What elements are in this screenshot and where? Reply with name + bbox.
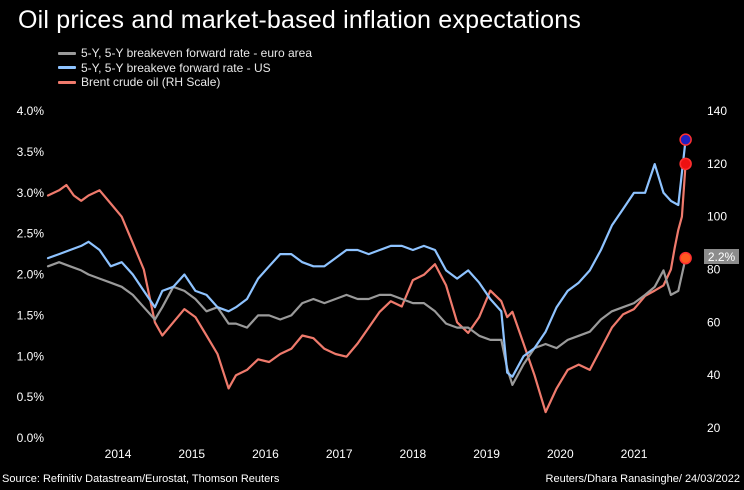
legend-swatch-euro (58, 51, 76, 55)
y-right-tick-label: 40 (707, 368, 721, 382)
legend-label-brent: Brent crude oil (RH Scale) (81, 75, 221, 89)
series-line-euro (46, 257, 687, 386)
legend-item-euro: 5-Y, 5-Y breakeven forward rate - euro a… (58, 46, 312, 61)
y-right-tick-label: 20 (707, 421, 721, 435)
credit-note: Reuters/Dhara Ranasinghe/ 24/03/2022 (545, 473, 740, 485)
x-axis: 2014 2015 2016 2017 2018 2019 2020 2021 (105, 447, 648, 461)
series-line-brent (46, 162, 687, 414)
y-left-tick-label: 4.0% (17, 104, 45, 118)
y-right-tick-label: 140 (707, 104, 727, 118)
legend: 5-Y, 5-Y breakeven forward rate - euro a… (58, 46, 312, 90)
y-right-tick-label: 120 (707, 157, 727, 171)
end-marker-euro (679, 251, 692, 265)
y-left-tick-label: 1.0% (17, 349, 45, 363)
y-left-tick-label: 3.5% (17, 145, 45, 159)
y-left-tick-label: 1.5% (17, 308, 45, 322)
x-tick-label: 2021 (621, 447, 648, 461)
x-tick-label: 2018 (400, 447, 427, 461)
end-value-label-box (704, 249, 739, 264)
x-tick-label: 2015 (178, 447, 205, 461)
source-note: Source: Refinitiv Datastream/Eurostat, T… (2, 473, 280, 485)
legend-swatch-us (58, 66, 76, 70)
legend-item-brent: Brent crude oil (RH Scale) (58, 75, 312, 90)
chart-title: Oil prices and market-based inflation ex… (18, 6, 582, 34)
x-tick-label: 2019 (473, 447, 500, 461)
legend-label-us: 5-Y, 5-Y breakeve forward rate - US (81, 60, 271, 75)
x-tick-label: 2020 (547, 447, 574, 461)
end-marker-brent (679, 157, 692, 171)
y-left-tick-label: 0.5% (17, 390, 45, 404)
y-left-tick-label: 2.5% (17, 227, 45, 241)
legend-label-euro: 5-Y, 5-Y breakeven forward rate - euro a… (81, 46, 313, 60)
y-left-tick-label: 0.0% (17, 431, 45, 445)
series-line-us (46, 138, 687, 378)
end-marker-us (679, 133, 692, 146)
y-right-tick-label: 60 (707, 315, 721, 329)
end-value-label-text: 2.2% (708, 250, 736, 264)
legend-item-us: 5-Y, 5-Y breakeve forward rate - US (58, 61, 312, 76)
x-tick-label: 2016 (252, 447, 279, 461)
x-tick-label: 2017 (326, 447, 353, 461)
y-left-tick-label: 3.0% (17, 186, 45, 200)
y-right-tick-label: 80 (707, 263, 721, 277)
legend-swatch-brent (58, 80, 76, 84)
y-axis-right: 20 40 60 80 100 120 140 (707, 104, 727, 435)
y-axis-left: 0.0% 0.5% 1.0% 1.5% 2.0% 2.5% 3.0% 3.5% 4.0% (17, 104, 45, 445)
end-markers (679, 133, 692, 265)
series-lines (46, 138, 687, 414)
y-right-tick-label: 100 (707, 210, 727, 224)
end-value-label: 2.2% (704, 249, 739, 264)
y-left-tick-label: 2.0% (17, 268, 45, 282)
x-tick-label: 2014 (105, 447, 132, 461)
